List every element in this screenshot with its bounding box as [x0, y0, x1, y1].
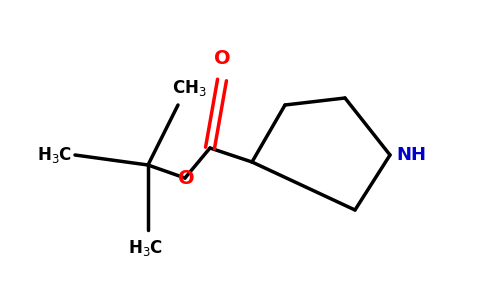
Text: H$_3$C: H$_3$C [37, 145, 72, 165]
Text: CH$_3$: CH$_3$ [172, 78, 206, 98]
Text: NH: NH [396, 146, 426, 164]
Text: O: O [178, 169, 194, 188]
Text: O: O [214, 49, 230, 68]
Text: H$_3$C: H$_3$C [128, 238, 164, 258]
